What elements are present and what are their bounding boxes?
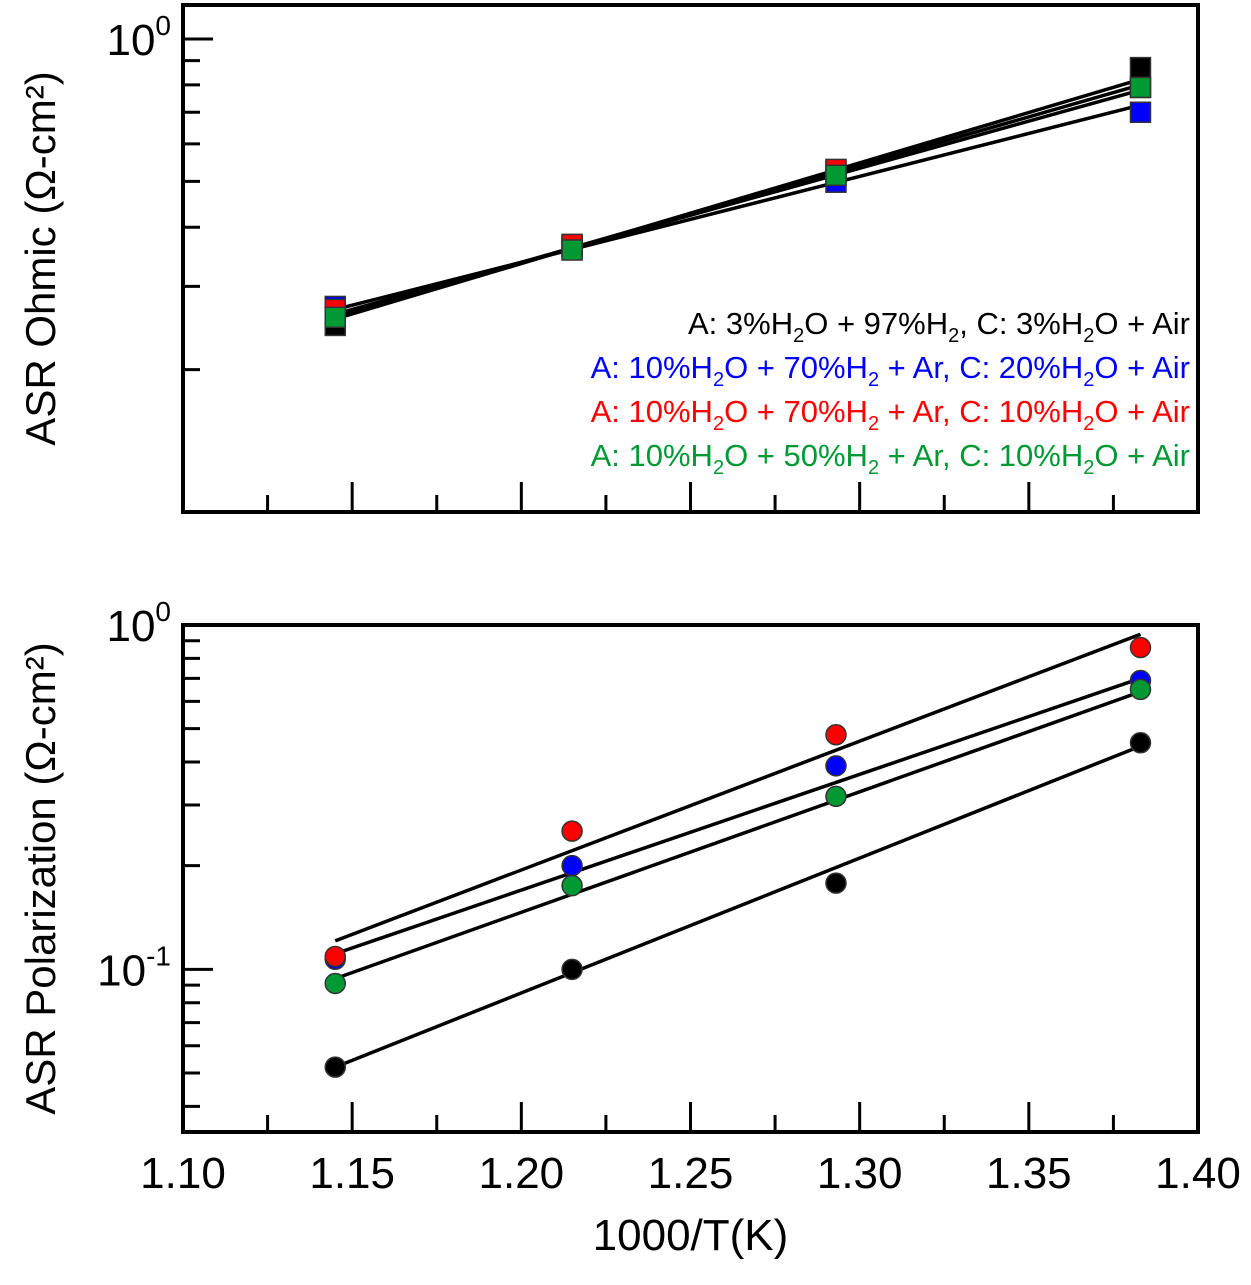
legend-text: O + Air: [1094, 350, 1190, 385]
x-tick-label: 1.40: [1155, 1149, 1241, 1198]
legend-text: O + Air: [1094, 394, 1190, 429]
legend-subscript: 2: [868, 457, 879, 479]
data-point-square: [1129, 101, 1152, 124]
legend-subscript: 2: [713, 413, 724, 435]
y-tick-label: 100: [106, 10, 171, 65]
legend-text: A: 3%H: [688, 306, 793, 341]
data-point-circle: [561, 854, 583, 877]
legend-entry: A: 10%H2O + 70%H2 + Ar, C: 20%H2O + Air: [591, 350, 1190, 391]
fit-line: [334, 83, 1141, 318]
legend-text: O + 70%H: [724, 350, 868, 385]
legend-subscript: 2: [948, 325, 959, 347]
y-tick-label: 100: [106, 596, 171, 651]
legend-text: O + 70%H: [724, 394, 868, 429]
data-point-circle: [324, 1056, 346, 1078]
legend-text: + Ar, C: 10%H: [879, 394, 1083, 429]
data-point-circle: [1129, 636, 1152, 659]
y-axis-label: ASR Polarization (Ω-cm²): [17, 642, 64, 1114]
fit-line: [334, 676, 1142, 956]
legend-subscript: 2: [868, 369, 879, 391]
legend-entry: A: 10%H2O + 70%H2 + Ar, C: 10%H2O + Air: [591, 394, 1190, 435]
x-tick-label: 1.30: [817, 1149, 903, 1198]
legend-text: O + Air: [1094, 438, 1190, 473]
legend-subscript: 2: [1083, 413, 1094, 435]
legend-subscript: 2: [793, 325, 804, 347]
data-point-circle: [561, 874, 583, 897]
legend-subscript: 2: [1083, 369, 1094, 391]
data-point-square: [825, 164, 847, 187]
legend-subscript: 2: [868, 413, 879, 435]
x-tick-label: 1.20: [479, 1149, 565, 1198]
y-axis-label: ASR Ohmic (Ω-cm²): [17, 71, 64, 445]
data-point-circle: [1129, 678, 1152, 701]
legend-subscript: 2: [713, 369, 724, 391]
x-axis-label: 1000/T(K): [593, 1211, 789, 1260]
legend-text: A: 10%H: [591, 350, 713, 385]
data-point-circle: [561, 820, 583, 842]
plot-frame: [181, 623, 1200, 1134]
legend-text: , C: 3%H: [959, 306, 1083, 341]
y-tick-label: 10-1: [97, 940, 171, 995]
y-tick-label-base: 10: [97, 946, 146, 995]
data-point-square: [561, 239, 583, 261]
legend-text: + Ar, C: 10%H: [879, 438, 1083, 473]
y-tick-label-base: 10: [106, 16, 155, 65]
data-point-circle: [825, 785, 847, 808]
data-point-circle: [324, 945, 346, 968]
data-point-circle: [825, 872, 847, 894]
legend-entry: A: 10%H2O + 50%H2 + Ar, C: 10%H2O + Air: [591, 438, 1190, 479]
legend-subscript: 2: [713, 457, 724, 479]
x-tick-label: 1.15: [309, 1149, 395, 1198]
legend-text: O + Air: [1094, 306, 1190, 341]
legend-text: A: 10%H: [591, 438, 713, 473]
fit-line: [334, 744, 1142, 1069]
legend-subscript: 2: [1083, 325, 1094, 347]
y-tick-label-exponent: -1: [146, 940, 171, 971]
fit-line: [334, 690, 1142, 981]
data-point-square: [1129, 76, 1152, 99]
x-tick-label: 1.10: [140, 1149, 226, 1198]
legend-text: A: 10%H: [591, 394, 713, 429]
legend-text: O + 50%H: [724, 438, 868, 473]
data-point-circle: [1129, 732, 1152, 754]
plot-frame: [181, 3, 1200, 514]
data-point-square: [324, 306, 346, 329]
data-point-circle: [324, 972, 346, 995]
legend-text: O + 97%H: [804, 306, 948, 341]
x-tick-label: 1.35: [986, 1149, 1072, 1198]
legend-text: + Ar, C: 20%H: [879, 350, 1083, 385]
y-tick-label-exponent: 0: [155, 596, 171, 627]
y-tick-label-base: 10: [106, 602, 155, 651]
legend-entry: A: 3%H2O + 97%H2, C: 3%H2O + Air: [688, 306, 1190, 347]
data-point-circle: [825, 724, 847, 746]
y-tick-label-exponent: 0: [155, 10, 171, 41]
fit-line: [334, 632, 1142, 943]
data-point-circle: [825, 755, 847, 777]
data-point-square: [1129, 56, 1152, 79]
data-point-circle: [561, 958, 583, 981]
legend-subscript: 2: [1083, 457, 1094, 479]
x-tick-label: 1.25: [648, 1149, 734, 1198]
